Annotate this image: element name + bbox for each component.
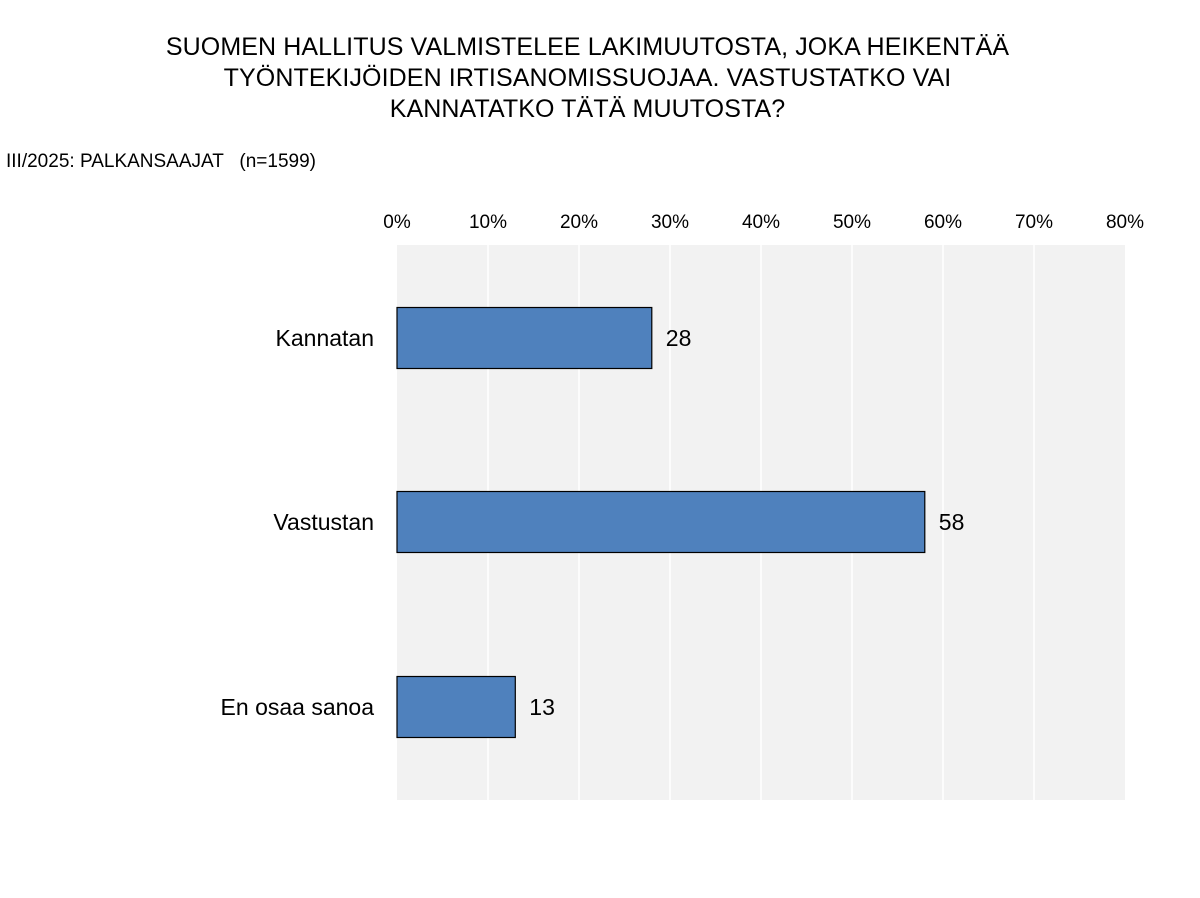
category-label: En osaa sanoa [221, 694, 375, 720]
data-label: 13 [529, 694, 555, 720]
category-label: Kannatan [276, 325, 374, 351]
x-tick-label: 30% [651, 212, 689, 233]
x-tick-label: 20% [560, 212, 598, 233]
x-tick-label: 50% [833, 212, 871, 233]
chart-title-line: KANNATATKO TÄTÄ MUUTOSTA? [389, 95, 786, 123]
chart-title-line: SUOMEN HALLITUS VALMISTELEE LAKIMUUTOSTA… [165, 33, 1010, 61]
category-label: Vastustan [273, 509, 374, 535]
chart-title-line: TYÖNTEKIJÖIDEN IRTISANOMISSUOJAA. VASTUS… [223, 64, 952, 92]
x-tick-label: 0% [383, 212, 411, 233]
x-tick-label: 80% [1106, 212, 1144, 233]
data-label: 28 [666, 325, 692, 351]
bar [396, 675, 516, 739]
chart-subtitle: III/2025: PALKANSAAJAT (n=1599) [6, 151, 316, 172]
data-label: 58 [939, 509, 965, 535]
x-tick-label: 10% [469, 212, 507, 233]
x-tick-label: 60% [924, 212, 962, 233]
chart-title: SUOMEN HALLITUS VALMISTELEE LAKIMUUTOSTA… [0, 32, 1175, 125]
bar [396, 490, 926, 554]
bar [396, 306, 653, 370]
x-tick-label: 40% [742, 212, 780, 233]
x-tick-label: 70% [1015, 212, 1053, 233]
